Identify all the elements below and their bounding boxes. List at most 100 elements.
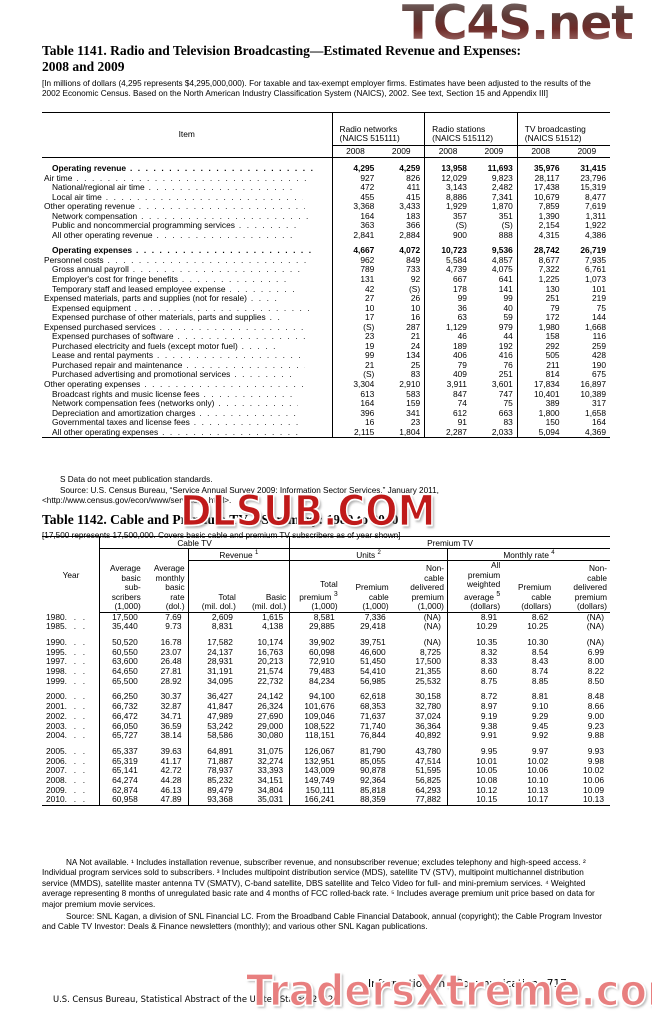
table-row: Purchased repair and maintenance . . . .… — [42, 360, 610, 371]
row-value: 15,319 — [580, 182, 606, 193]
row-value: 472 — [331, 183, 379, 193]
table-row: National/regional air time . . . . . . .… — [42, 183, 610, 193]
table-row: 2006. . . . . . . 65,319 41.17 71,887 32,274… — [42, 756, 610, 767]
table-1142-headnote: [17,500 represents 17,500,000. Covers ba… — [42, 531, 401, 540]
row-value: 79 — [516, 303, 564, 314]
table-1141-source-line2: <http://www.census.gov/econ/www/servmenu… — [42, 496, 232, 505]
row-year: 1999. . . . . . . — [46, 675, 91, 686]
table-1142-supergroups: Cable TV Premium TV — [42, 536, 610, 613]
table-row: Expensed purchase of other materials, pa… — [42, 313, 610, 323]
table-row: 2010. . . . . . .60,95847.8993,36835,031… — [42, 795, 610, 807]
row-label: Governmental taxes and license fees . . … — [52, 418, 300, 428]
row-value: 25,532 — [415, 675, 441, 686]
row-value: 65,319 — [98, 756, 144, 767]
row-value: 90,878 — [360, 765, 386, 776]
row-value: 42 — [331, 284, 379, 295]
row-value: 4,369 — [563, 427, 610, 439]
row-value: 130 — [516, 284, 564, 295]
row-value: 3,601 — [491, 379, 513, 390]
row-value: 89,479 — [187, 785, 239, 796]
row-value: 927 — [331, 173, 379, 184]
row-value: 8.43 — [531, 656, 549, 667]
row-value: (NA) — [423, 611, 441, 622]
row-value: 23 — [331, 332, 379, 342]
row-label: Network compensation fees (networks only… — [52, 399, 298, 409]
row-value: 4,857 — [491, 254, 513, 265]
row-value: 63 — [424, 313, 471, 323]
row-value: 8.50 — [587, 675, 604, 686]
row-value: 10.06 — [527, 765, 549, 776]
row-value: 211 — [516, 360, 564, 371]
row-value: 40,892 — [415, 730, 441, 741]
row-value: 3,143 — [424, 183, 471, 193]
row-value: 38.14 — [160, 730, 182, 741]
row-value: 164 — [592, 417, 606, 428]
row-value: 36,364 — [415, 720, 441, 731]
table-row: Personnel costs . . . . . . . . . . . . … — [42, 254, 610, 266]
group-revenue: Revenue 1 — [187, 548, 290, 562]
row-year: 2009. . . . . . . — [46, 784, 91, 795]
row-value: 66,732 — [98, 701, 144, 712]
row-value: 2,482 — [491, 182, 513, 193]
row-value: 3,368 — [331, 202, 379, 212]
row-value: 8.72 — [446, 692, 504, 703]
row-value: 3,911 — [424, 379, 471, 390]
row-value: 455 — [331, 192, 379, 203]
row-value: 64,891 — [187, 746, 239, 757]
table-row: Lease and rental payments . . . . . . . … — [42, 351, 610, 361]
watermark-bottom: TradersXtreme.com — [245, 965, 652, 1017]
row-value: 22,732 — [257, 675, 284, 686]
row-value: 4,072 — [399, 245, 421, 256]
column-header-1: Average monthly basic rate (dol.) — [143, 560, 189, 613]
table-row: 1985. . . . . . . 35,440 9.73 8,831 4,138 29,… — [42, 622, 610, 632]
row-value: 66,250 — [98, 692, 144, 703]
group-units: Units 2 — [289, 548, 448, 562]
row-value: 81,790 — [360, 745, 386, 756]
row-label: Personnel costs . . . . . . . . . . . . … — [44, 255, 308, 265]
table-row: 2009. . . . . . . 62,874 46.13 89,479 34,804… — [42, 784, 610, 796]
row-value: 8,886 — [424, 192, 471, 203]
row-value: 8.33 — [446, 657, 504, 668]
group-monthly-rate: Monthly rate 4 — [446, 548, 610, 562]
row-value: 10.12 — [446, 785, 504, 796]
row-value: 31,191 — [187, 666, 239, 677]
row-value: 83 — [503, 417, 513, 428]
row-value: 109,046 — [289, 711, 341, 722]
row-value: 8.60 — [446, 666, 504, 677]
row-value: 16.78 — [160, 636, 182, 647]
table-row: Other operating revenue . . . . . . . . … — [42, 202, 610, 212]
row-value: 663 — [498, 407, 513, 418]
row-value: (S) — [408, 283, 421, 294]
table-row: Expensed materials, parts and supplies (… — [42, 294, 610, 304]
row-value: 36,427 — [187, 692, 239, 703]
row-value: 84,234 — [289, 676, 341, 687]
row-value: 27 — [331, 294, 379, 304]
year-header-1: 2009 — [378, 145, 425, 158]
row-value: 10,174 — [257, 636, 284, 647]
row-value: 126,067 — [289, 746, 341, 757]
row-value: 1,800 — [516, 408, 564, 419]
row-value: 34.71 — [160, 710, 182, 721]
table-row: Purchased electricity and fuels (except … — [42, 341, 610, 352]
row-value: (NA) — [586, 636, 604, 647]
row-value: 12,029 — [424, 173, 471, 184]
row-year: 2003. . . . . . . — [46, 720, 91, 731]
row-value: 34,095 — [187, 676, 239, 687]
row-value: 64,274 — [98, 775, 144, 786]
row-value: 56,825 — [415, 775, 441, 786]
row-value: 28,742 — [516, 246, 564, 256]
row-value: 62,618 — [360, 691, 386, 702]
table-row: Expensed equipment . . . . . . . . . . .… — [42, 303, 610, 314]
row-value: 23.07 — [160, 646, 182, 657]
row-value: 7,341 — [491, 191, 513, 202]
table-row: Air time . . . . . . . . . . . . . . . .… — [42, 173, 610, 184]
row-value: 26.48 — [160, 656, 182, 667]
row-value: 10,723 — [424, 246, 471, 256]
row-value: 1,311 — [585, 210, 606, 221]
row-label: All other operating expenses . . . . . .… — [42, 427, 333, 439]
row-value: 4,739 — [424, 265, 471, 276]
row-label: Air time . . . . . . . . . . . . . . . .… — [44, 173, 308, 183]
row-value: 2,841 — [331, 230, 379, 241]
row-value: 9.88 — [587, 730, 604, 741]
row-value: 16 — [410, 312, 421, 323]
